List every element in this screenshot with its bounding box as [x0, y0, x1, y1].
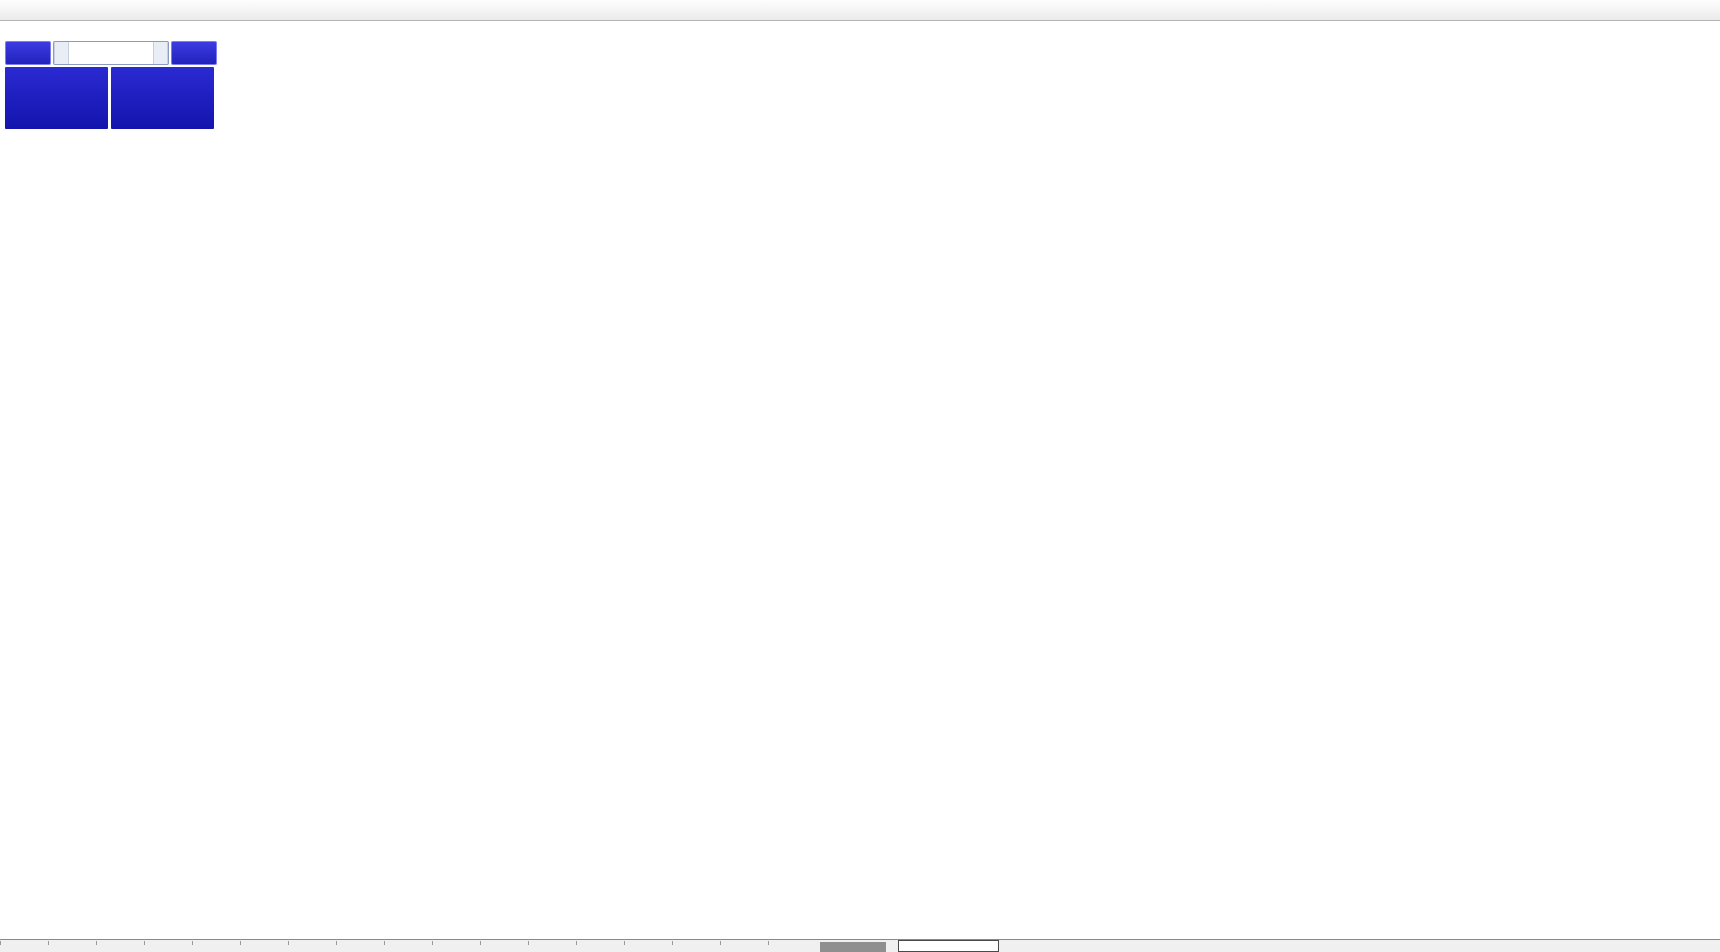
volume-spinner [53, 41, 169, 65]
one-click-order-row [5, 41, 217, 65]
sell-button[interactable] [5, 41, 51, 65]
one-click-price-row [5, 67, 217, 129]
one-click-trading-panel [5, 41, 217, 129]
buy-button[interactable] [171, 41, 217, 65]
buy-price-display[interactable] [111, 67, 214, 129]
time-scale-minor-ticks [0, 941, 810, 945]
status-bar [0, 939, 1720, 952]
status-segment-box [898, 940, 999, 952]
volume-input[interactable] [69, 42, 153, 64]
status-segment-dark [820, 942, 886, 952]
toolbar [0, 0, 1720, 21]
sell-price-display[interactable] [5, 67, 108, 129]
volume-down-button[interactable] [54, 42, 69, 64]
volume-up-button[interactable] [153, 42, 168, 64]
